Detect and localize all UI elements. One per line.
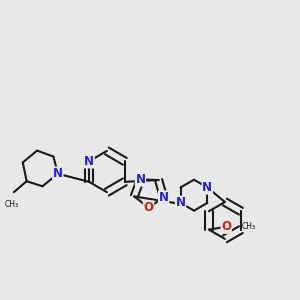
Text: O: O xyxy=(144,201,154,214)
Text: N: N xyxy=(202,181,212,194)
Text: CH₃: CH₃ xyxy=(242,222,256,231)
Text: CH₃: CH₃ xyxy=(4,200,19,209)
Text: N: N xyxy=(136,173,146,186)
Text: N: N xyxy=(176,196,186,209)
Text: N: N xyxy=(53,167,63,180)
Text: N: N xyxy=(159,191,169,204)
Text: O: O xyxy=(221,220,231,233)
Text: N: N xyxy=(84,155,94,168)
